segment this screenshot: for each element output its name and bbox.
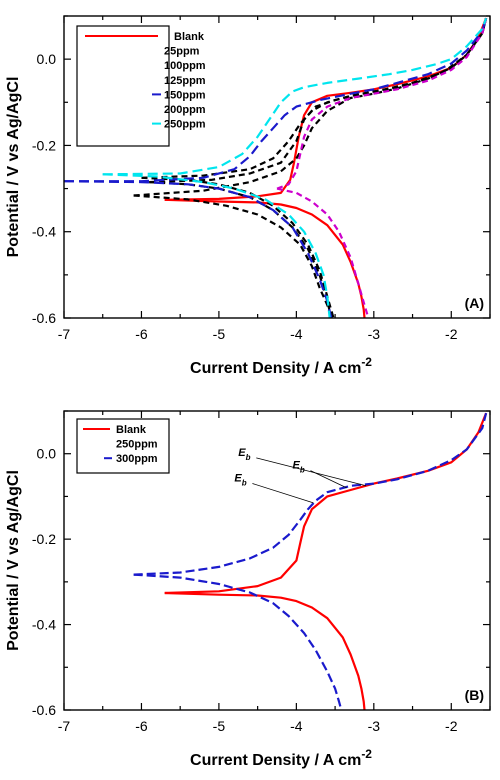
plot-area xyxy=(133,412,488,710)
legend-entry: Blank xyxy=(116,424,147,436)
y-axis-label: Potential / V vs Ag/AgCl xyxy=(5,77,22,258)
series-line-100ppm-cathodic xyxy=(141,176,335,318)
y-tick-label: -0.2 xyxy=(32,137,56,153)
x-tick-label: -5 xyxy=(213,326,226,342)
legend-entry: 250ppm xyxy=(116,439,158,451)
eb-annotation: Eb xyxy=(292,460,304,475)
chart-panel-a: -7 -6 -5 -4 -3 -2 -0.6 -0.4 -0.2 0.0 Current Densi… xyxy=(5,15,491,377)
eb-annotation: Eb xyxy=(238,447,250,462)
y-tick-label: -0.6 xyxy=(32,310,56,326)
legend-entry: 200ppm xyxy=(164,104,206,116)
legend: Blank 250ppm 300ppm xyxy=(76,418,170,474)
panel-label: (B) xyxy=(465,687,484,703)
panel-label: (A) xyxy=(465,295,484,311)
series-line-150ppm-anodic xyxy=(64,17,488,183)
series-line-blank-cathodic xyxy=(164,591,366,710)
y-tick-label: -0.4 xyxy=(32,617,56,633)
y-tick-label: -0.4 xyxy=(32,224,56,240)
legend-entry: 25ppm xyxy=(164,46,200,58)
eb-arrow xyxy=(252,483,314,504)
series-line-200ppm-cathodic xyxy=(276,187,370,318)
legend: Blank 25ppm 100ppm 125ppm 150ppm 200ppm 250ppm xyxy=(76,25,206,147)
legend-entry: 250ppm xyxy=(164,119,206,131)
y-tick-label: 0.0 xyxy=(37,51,57,67)
series-line-25ppm-anodic xyxy=(133,17,488,197)
y-axis-label: Potential / V vs Ag/AgCl xyxy=(5,470,22,651)
series-line-300ppm-cathodic xyxy=(133,573,343,710)
legend-entry: 100ppm xyxy=(164,60,206,72)
series-line-250ppm-anodic xyxy=(102,17,488,176)
axes-frame xyxy=(63,410,491,711)
x-axis-label: Current Density / A cm-2 xyxy=(190,747,372,769)
y-tick-label: -0.6 xyxy=(32,702,56,718)
x-tick-label: -5 xyxy=(213,718,226,734)
series-line-25ppm-cathodic xyxy=(133,194,333,318)
eb-arrow xyxy=(256,457,367,487)
series-line-300ppm-anodic xyxy=(133,412,488,576)
x-tick-label: -4 xyxy=(290,326,303,342)
series-line-blank-anodic xyxy=(164,17,488,201)
x-tick-label: -2 xyxy=(445,718,458,734)
series-line-150ppm-cathodic xyxy=(64,180,333,318)
plot-area xyxy=(64,17,488,318)
series-line-125ppm-anodic xyxy=(149,17,488,184)
legend-entry: 150ppm xyxy=(164,89,206,101)
y-tick-label: 0.0 xyxy=(37,446,57,462)
series-line-blank-anodic xyxy=(164,412,488,595)
x-tick-label: -6 xyxy=(135,326,148,342)
x-tick-label: -3 xyxy=(368,718,381,734)
x-tick-label: -7 xyxy=(58,718,71,734)
x-axis-label: Current Density / A cm-2 xyxy=(190,355,372,377)
legend-entry: 300ppm xyxy=(116,453,158,465)
axes-frame xyxy=(63,15,491,319)
x-tick-label: -7 xyxy=(58,326,71,342)
series-line-200ppm-anodic xyxy=(276,17,488,190)
x-tick-label: -3 xyxy=(368,326,381,342)
legend-box xyxy=(76,25,170,147)
x-tick-label: -2 xyxy=(445,326,458,342)
x-tick-label: -4 xyxy=(290,718,303,734)
eb-annotation: Eb xyxy=(234,472,246,487)
chart-panel-b: -7 -6 -5 -4 -3 -2 -0.6 -0.4 -0.2 0.0 Current Densi… xyxy=(5,410,491,769)
legend-entry: 125ppm xyxy=(164,75,206,87)
eb-arrow xyxy=(310,470,347,489)
y-tick-label: -0.2 xyxy=(32,531,56,547)
legend-entry: Blank xyxy=(174,31,205,43)
x-tick-label: -6 xyxy=(135,718,148,734)
series-line-250ppm-cathodic xyxy=(102,173,331,318)
